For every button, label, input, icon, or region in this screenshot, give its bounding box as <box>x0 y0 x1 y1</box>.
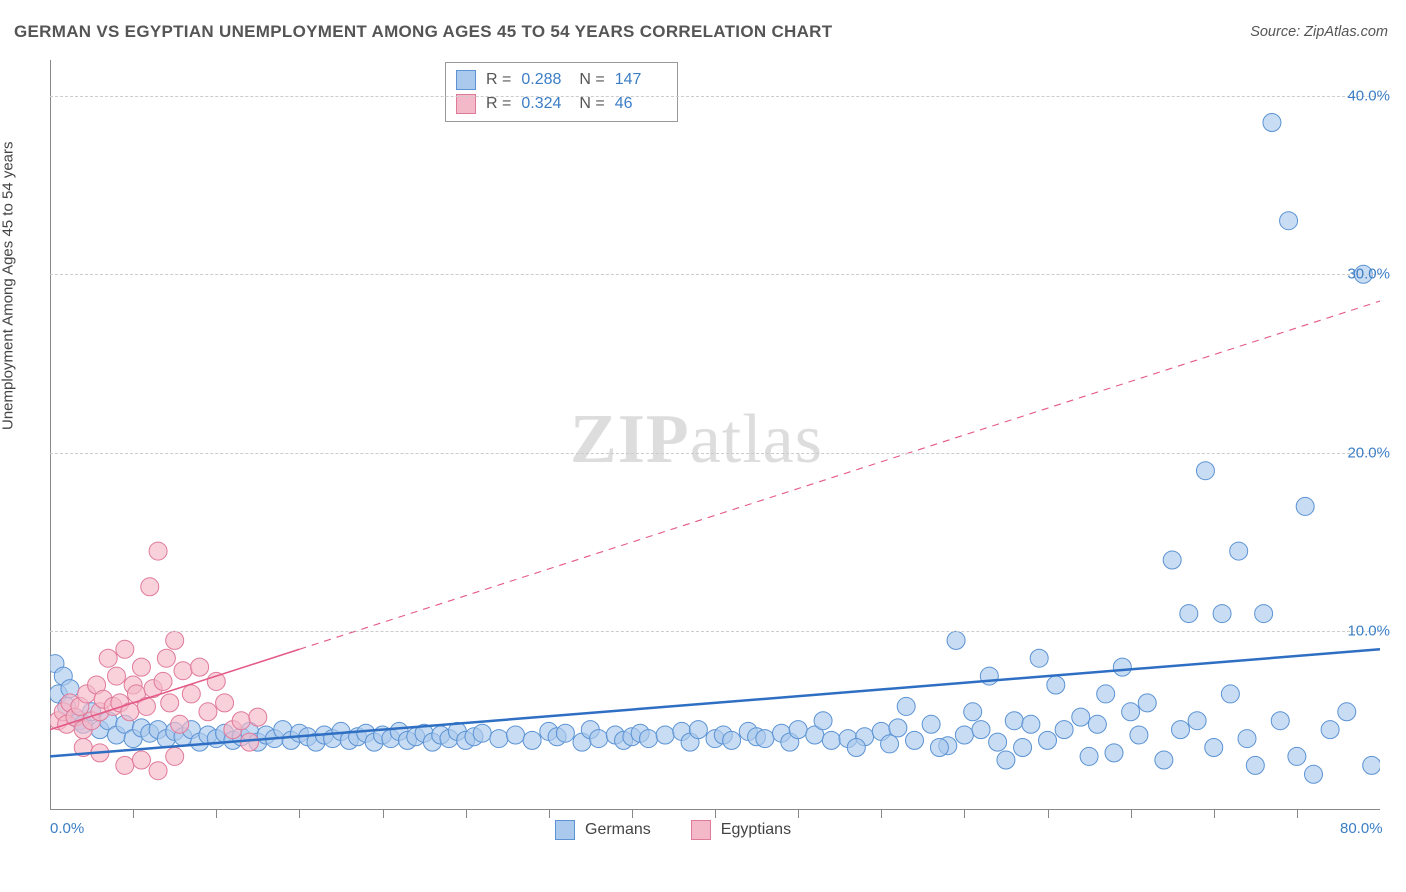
x-tick-mark <box>798 810 799 818</box>
x-tick-label: 0.0% <box>50 820 84 837</box>
plot-area <box>50 60 1380 810</box>
x-tick-mark <box>216 810 217 818</box>
x-tick-mark <box>632 810 633 818</box>
legend-swatch-egyptians <box>691 820 711 840</box>
bottom-legend: Germans Egyptians <box>555 820 791 840</box>
gridline <box>50 96 1380 97</box>
legend-item-germans: Germans <box>555 820 651 840</box>
x-tick-mark <box>383 810 384 818</box>
stat-n-germans: 147 <box>615 68 663 92</box>
y-axis-label: Unemployment Among Ages 45 to 54 years <box>0 141 17 430</box>
y-tick-label: 20.0% <box>1347 444 1390 461</box>
x-tick-mark <box>466 810 467 818</box>
x-tick-mark <box>881 810 882 818</box>
y-tick-label: 10.0% <box>1347 623 1390 640</box>
legend-label-germans: Germans <box>585 821 651 839</box>
stats-legend: R = 0.288 N = 147 R = 0.324 N = 46 <box>445 62 678 122</box>
y-tick-label: 40.0% <box>1347 87 1390 104</box>
x-tick-mark <box>1214 810 1215 818</box>
swatch-egyptians <box>456 94 476 114</box>
swatch-germans <box>456 70 476 90</box>
source-attribution: Source: ZipAtlas.com <box>1250 24 1388 40</box>
x-tick-mark <box>133 810 134 818</box>
x-tick-mark <box>549 810 550 818</box>
x-tick-mark <box>299 810 300 818</box>
gridline <box>50 274 1380 275</box>
legend-label-egyptians: Egyptians <box>721 821 791 839</box>
x-tick-mark <box>715 810 716 818</box>
legend-swatch-germans <box>555 820 575 840</box>
stat-r-label: R = <box>486 68 511 92</box>
gridline <box>50 631 1380 632</box>
x-tick-mark <box>1131 810 1132 818</box>
legend-item-egyptians: Egyptians <box>691 820 791 840</box>
stat-r-germans: 0.288 <box>521 68 569 92</box>
x-tick-mark <box>1297 810 1298 818</box>
stats-row-germans: R = 0.288 N = 147 <box>456 68 663 92</box>
x-tick-mark <box>1048 810 1049 818</box>
y-tick-label: 30.0% <box>1347 266 1390 283</box>
gridline <box>50 453 1380 454</box>
chart-title: GERMAN VS EGYPTIAN UNEMPLOYMENT AMONG AG… <box>14 22 832 42</box>
x-tick-label: 80.0% <box>1340 820 1383 837</box>
x-tick-mark <box>964 810 965 818</box>
stat-n-label: N = <box>579 68 604 92</box>
